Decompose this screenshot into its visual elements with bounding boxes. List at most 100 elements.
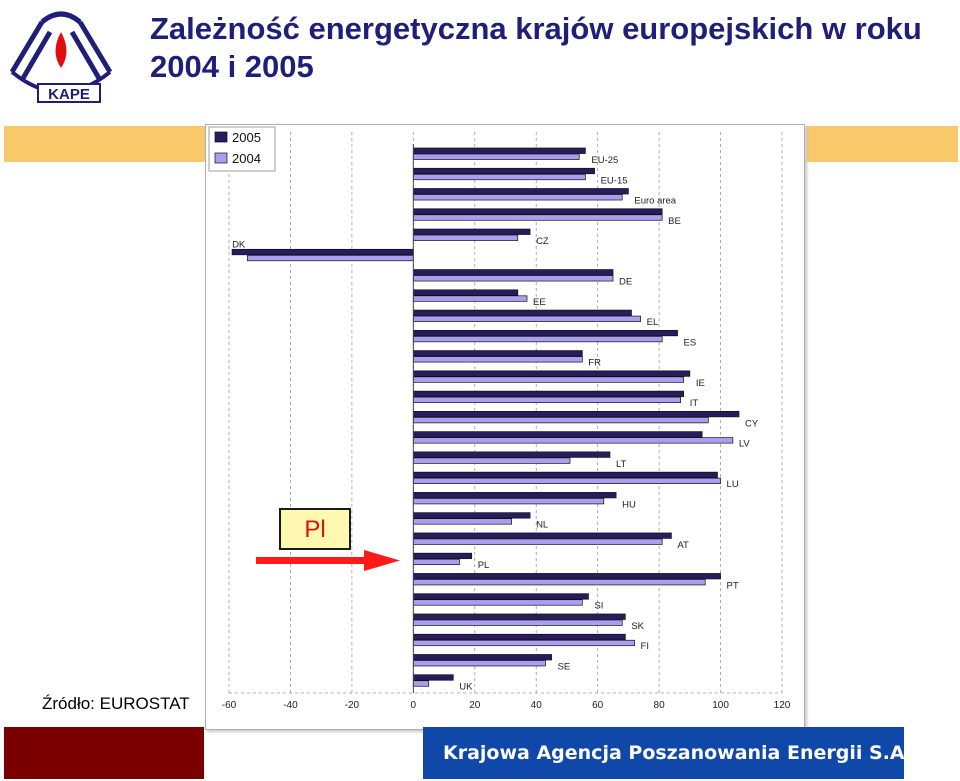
footer-band-left xyxy=(4,727,204,779)
x-tick-label: 100 xyxy=(712,700,729,711)
kape-logo: KAPE xyxy=(9,11,113,103)
category-label-nl: NL xyxy=(536,520,548,531)
bar-2005-eu-15 xyxy=(412,167,595,175)
legend-label-2005: 2005 xyxy=(232,130,261,145)
bar-2005-be xyxy=(412,208,663,215)
chart-frame xyxy=(205,124,805,730)
bar-2005-pt xyxy=(412,573,721,580)
bar-2005-el xyxy=(412,309,632,316)
x-tick-label: -60 xyxy=(222,700,237,711)
bar-2004-el xyxy=(412,315,642,322)
page-title-line-1: Zależność energetyczna krajów europejski… xyxy=(150,11,922,46)
bar-2005-pl xyxy=(412,552,473,560)
bar-2004-sk xyxy=(412,619,623,626)
category-label-si: SI xyxy=(594,601,603,612)
bar-2005-ie xyxy=(412,370,691,377)
bar-2005-lv xyxy=(412,431,703,438)
bar-2005-euro-area xyxy=(412,188,629,195)
page-title: Zależność energetyczna krajów europejski… xyxy=(150,10,940,86)
x-tick-label: 120 xyxy=(774,700,791,711)
bar-2004-se xyxy=(412,660,546,667)
bar-2005-hu xyxy=(412,492,617,499)
bar-2005-it xyxy=(412,390,685,397)
x-tick-label: 20 xyxy=(469,700,481,711)
bar-2004-at xyxy=(412,538,663,545)
bar-2004-hu xyxy=(412,498,605,505)
bar-2004-uk xyxy=(412,680,430,687)
bar-2004-de xyxy=(412,275,614,282)
category-label-lu: LU xyxy=(727,479,739,490)
category-label-es: ES xyxy=(684,337,697,348)
bar-2004-it xyxy=(412,396,681,403)
logo-text: KAPE xyxy=(48,86,90,103)
category-label-ie: IE xyxy=(696,378,705,389)
category-label-at: AT xyxy=(677,540,689,551)
x-tick-label: -20 xyxy=(345,700,360,711)
bar-2004-eu-15 xyxy=(412,173,586,181)
x-tick-label: 60 xyxy=(592,700,604,711)
chart-category-labels: EU-25 EU-15 Euro area BE CZ DK DE EE EL ES FR IE IT C… xyxy=(232,155,759,693)
legend-swatch-2005 xyxy=(214,131,228,143)
bar-2005-se xyxy=(412,654,552,661)
x-tick-label: 40 xyxy=(531,700,543,711)
bar-2005-fr xyxy=(412,350,583,357)
category-label-euro-area: Euro area xyxy=(634,196,676,207)
footer-org-name: Krajowa Agencja Poszanowania Energii S.A… xyxy=(423,727,912,779)
chart-x-axis: -60 -40 -20 0 20 40 60 80 100 120 xyxy=(222,144,791,711)
pl-callout-box xyxy=(279,508,351,550)
category-label-hu: HU xyxy=(622,499,636,510)
bar-2005-cz xyxy=(412,228,531,235)
bar-2004-lt xyxy=(412,457,571,464)
bar-2004-fi xyxy=(412,639,635,647)
legend-label-2004: 2004 xyxy=(232,151,261,166)
bar-2005-si xyxy=(412,593,589,600)
category-label-eu-15: EU-15 xyxy=(601,175,628,186)
category-label-cy: CY xyxy=(745,418,759,429)
category-label-eu-25: EU-25 xyxy=(591,155,618,166)
pl-callout-label: Pl xyxy=(304,516,325,543)
pl-callout: Pl xyxy=(256,508,400,571)
category-label-cz: CZ xyxy=(536,236,549,247)
x-tick-label: 0 xyxy=(411,700,417,711)
category-label-dk: DK xyxy=(232,239,246,250)
category-label-be: BE xyxy=(668,216,681,227)
bar-2004-nl xyxy=(412,518,512,525)
bar-2004-si xyxy=(412,599,583,606)
bar-2004-cz xyxy=(412,234,519,241)
bar-2004-cy xyxy=(412,417,709,424)
x-tick-label: 80 xyxy=(654,700,666,711)
decorative-band-left xyxy=(4,126,206,162)
bar-2004-be xyxy=(412,214,663,221)
bar-2005-nl xyxy=(412,512,531,519)
bar-2004-pt xyxy=(412,579,706,586)
category-label-fi: FI xyxy=(641,641,649,652)
bar-2005-dk xyxy=(231,248,414,256)
chart-legend: 2005 2004 xyxy=(208,126,276,172)
category-label-it: IT xyxy=(690,398,699,409)
decorative-band-right xyxy=(806,126,958,162)
category-label-fr: FR xyxy=(588,358,601,369)
page-title-line-2: 2004 i 2005 xyxy=(150,49,314,84)
bar-2004-eu-25 xyxy=(412,153,580,160)
x-tick-label: -40 xyxy=(283,700,298,711)
category-label-uk: UK xyxy=(459,682,473,693)
bar-2005-ee xyxy=(412,289,519,296)
category-label-pl: PL xyxy=(478,560,490,571)
bar-2004-ee xyxy=(412,295,528,302)
source-label: Źródło: EUROSTAT xyxy=(42,694,190,713)
bar-2005-lt xyxy=(412,451,611,458)
bar-2005-sk xyxy=(412,613,626,620)
category-label-sk: SK xyxy=(631,621,644,632)
bar-2004-lu xyxy=(412,477,721,484)
bar-2005-de xyxy=(412,269,614,276)
bar-2005-eu-25 xyxy=(412,147,586,154)
bar-2005-uk xyxy=(412,674,454,681)
chart-bars xyxy=(231,147,740,687)
bar-2004-fr xyxy=(412,356,583,363)
bar-2005-at xyxy=(412,532,672,539)
bar-2005-es xyxy=(412,329,678,337)
kape-flame-logo-icon xyxy=(9,11,113,94)
category-label-pt: PT xyxy=(727,580,739,591)
category-label-de: DE xyxy=(619,277,632,288)
